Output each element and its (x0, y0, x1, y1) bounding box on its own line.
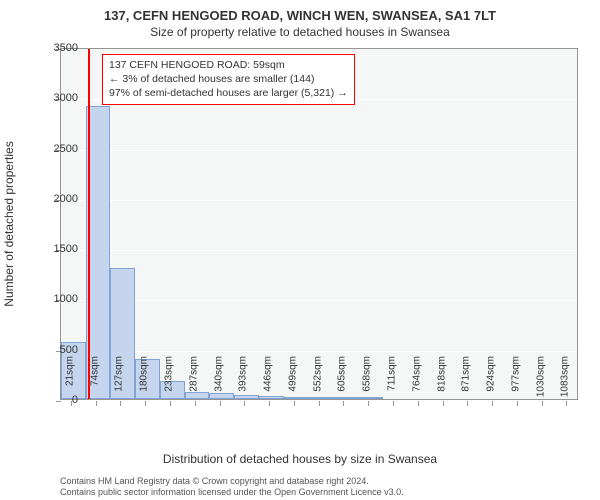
x-tick-label: 818sqm (436, 356, 447, 406)
x-tick-label: 1030sqm (535, 356, 546, 406)
annotation-box: 137 CEFN HENGOED ROAD: 59sqm ← 3% of det… (102, 54, 355, 105)
x-tick-label: 764sqm (411, 356, 422, 406)
x-tick-label: 552sqm (312, 356, 323, 406)
x-tick-label: 977sqm (510, 356, 521, 406)
y-tick-label: 2500 (38, 143, 78, 155)
gridline (61, 250, 577, 251)
gridline (61, 300, 577, 301)
x-tick-label: 446sqm (263, 356, 274, 406)
x-tick-label: 711sqm (386, 356, 397, 406)
footer-line-1: Contains HM Land Registry data © Crown c… (60, 476, 590, 487)
x-tick-label: 340sqm (213, 356, 224, 406)
y-tick-label: 1500 (38, 243, 78, 255)
x-tick-label: 1083sqm (560, 356, 571, 406)
footer-line-2: Contains public sector information licen… (60, 487, 590, 498)
y-tick-label: 1000 (38, 293, 78, 305)
y-tick-label: 2000 (38, 193, 78, 205)
y-tick-label: 500 (38, 344, 78, 356)
footer-credits: Contains HM Land Registry data © Crown c… (60, 476, 590, 499)
x-tick-label: 127sqm (114, 356, 125, 406)
gridline (61, 150, 577, 151)
y-axis-label: Number of detached properties (2, 141, 16, 306)
y-tick-label: 3000 (38, 92, 78, 104)
x-tick-label: 287sqm (188, 356, 199, 406)
x-tick-label: 180sqm (139, 356, 150, 406)
x-tick-label: 233sqm (163, 356, 174, 406)
gridline (61, 200, 577, 201)
gridline (61, 351, 577, 352)
x-tick-label: 21sqm (64, 356, 75, 406)
annotation-line-1: 137 CEFN HENGOED ROAD: 59sqm (109, 58, 348, 72)
chart-title-main: 137, CEFN HENGOED ROAD, WINCH WEN, SWANS… (0, 0, 600, 23)
x-tick-label: 658sqm (362, 356, 373, 406)
reference-line (88, 49, 90, 399)
x-axis-label: Distribution of detached houses by size … (0, 452, 600, 466)
x-tick-label: 499sqm (287, 356, 298, 406)
y-tick-label: 3500 (38, 42, 78, 54)
chart-title-sub: Size of property relative to detached ho… (0, 23, 600, 43)
annotation-line-2: ← 3% of detached houses are smaller (144… (109, 72, 348, 86)
x-tick-label: 924sqm (486, 356, 497, 406)
x-tick-label: 393sqm (238, 356, 249, 406)
annotation-line-3: 97% of semi-detached houses are larger (… (109, 86, 348, 100)
x-tick-label: 871sqm (461, 356, 472, 406)
x-tick-label: 605sqm (337, 356, 348, 406)
x-tick-label: 74sqm (89, 356, 100, 406)
